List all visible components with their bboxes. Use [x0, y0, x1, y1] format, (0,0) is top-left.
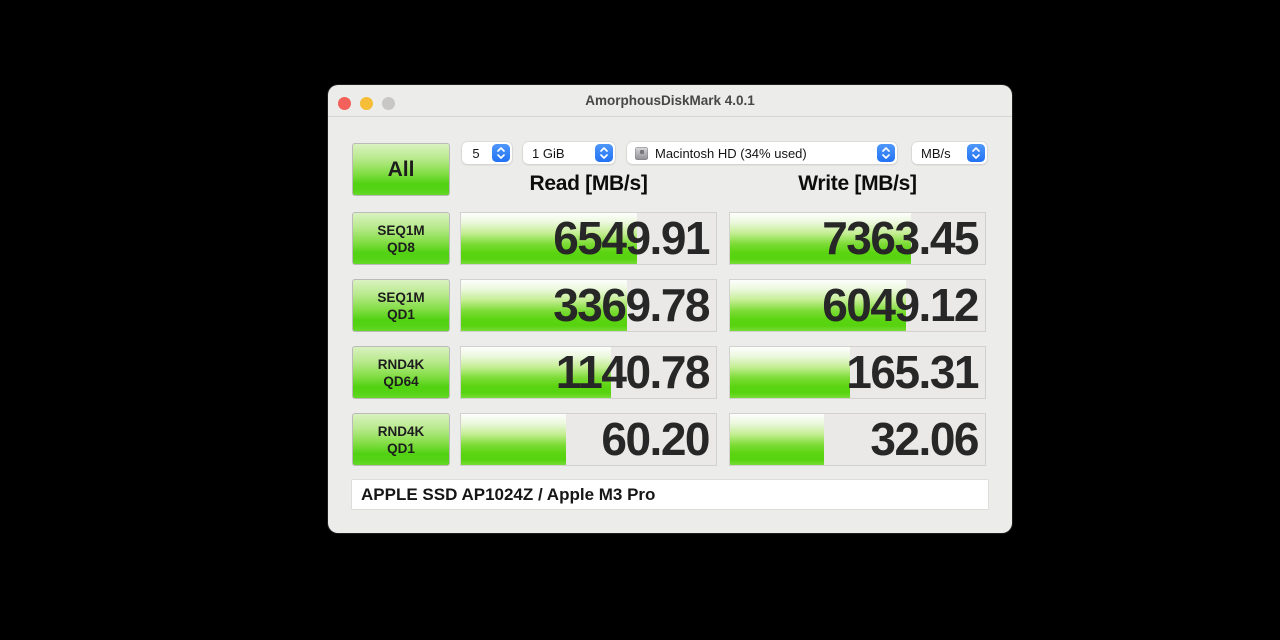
close-button[interactable] — [338, 97, 351, 110]
result-bar — [461, 347, 612, 398]
target-volume-value: Macintosh HD (34% used) — [655, 145, 807, 161]
read-result-cell: 60.20 — [460, 413, 717, 466]
test-count-value: 5 — [472, 145, 480, 161]
read-result-value: 3369.78 — [553, 279, 710, 331]
result-bar — [730, 280, 906, 331]
result-bar — [461, 213, 637, 264]
write-result-value: 165.31 — [846, 346, 979, 398]
test-button-label: SEQ1M QD8 — [377, 222, 425, 255]
test-button-rnd4k-qd1[interactable]: RND4K QD1 — [352, 413, 450, 466]
write-result-cell: 165.31 — [729, 346, 986, 399]
device-info-field[interactable]: APPLE SSD AP1024Z / Apple M3 Pro — [352, 480, 988, 509]
run-all-button[interactable]: All — [352, 143, 450, 196]
read-result-value: 6549.91 — [553, 212, 710, 264]
target-volume-select[interactable]: Macintosh HD (34% used) — [627, 142, 897, 164]
read-result-cell: 1140.78 — [460, 346, 717, 399]
write-result-cell: 32.06 — [729, 413, 986, 466]
minimize-button[interactable] — [360, 97, 373, 110]
test-button-rnd4k-qd64[interactable]: RND4K QD64 — [352, 346, 450, 399]
test-button-label: RND4K QD1 — [377, 423, 425, 456]
test-button-label: RND4K QD64 — [377, 356, 425, 389]
stepper-chevrons-icon — [492, 144, 510, 162]
window-title: AmorphousDiskMark 4.0.1 — [585, 93, 755, 108]
result-bar — [730, 414, 825, 465]
test-count-select[interactable]: 5 — [462, 142, 512, 164]
internal-drive-icon — [635, 146, 648, 160]
unit-value: MB/s — [921, 145, 951, 161]
read-result-value: 60.20 — [601, 413, 710, 465]
read-column-header: Read [MB/s] — [529, 172, 648, 195]
test-size-select[interactable]: 1 GiB — [523, 142, 615, 164]
stepper-chevrons-icon — [595, 144, 613, 162]
test-button-seq1m-qd1[interactable]: SEQ1M QD1 — [352, 279, 450, 332]
result-bar — [730, 347, 850, 398]
zoom-button-disabled — [382, 97, 395, 110]
write-result-cell: 7363.45 — [729, 212, 986, 265]
read-result-cell: 6549.91 — [460, 212, 717, 265]
result-bar — [730, 213, 912, 264]
test-button-label: SEQ1M QD1 — [377, 289, 425, 322]
write-result-value: 6049.12 — [822, 279, 979, 331]
unit-select[interactable]: MB/s — [912, 142, 987, 164]
write-column-header: Write [MB/s] — [798, 172, 917, 195]
write-result-value: 32.06 — [870, 413, 979, 465]
write-result-cell: 6049.12 — [729, 279, 986, 332]
test-button-seq1m-qd8[interactable]: SEQ1M QD8 — [352, 212, 450, 265]
stepper-chevrons-icon — [967, 144, 985, 162]
app-window: AmorphousDiskMark 4.0.1 All 5 1 GiB Maci… — [328, 85, 1012, 533]
read-result-cell: 3369.78 — [460, 279, 717, 332]
run-all-label: All — [387, 157, 415, 181]
write-result-value: 7363.45 — [822, 212, 979, 264]
result-bar — [461, 414, 566, 465]
test-size-value: 1 GiB — [532, 145, 565, 161]
title-bar[interactable]: AmorphousDiskMark 4.0.1 — [328, 85, 1012, 117]
read-result-value: 1140.78 — [555, 346, 711, 398]
result-bar — [461, 280, 627, 331]
stepper-chevrons-icon — [877, 144, 895, 162]
